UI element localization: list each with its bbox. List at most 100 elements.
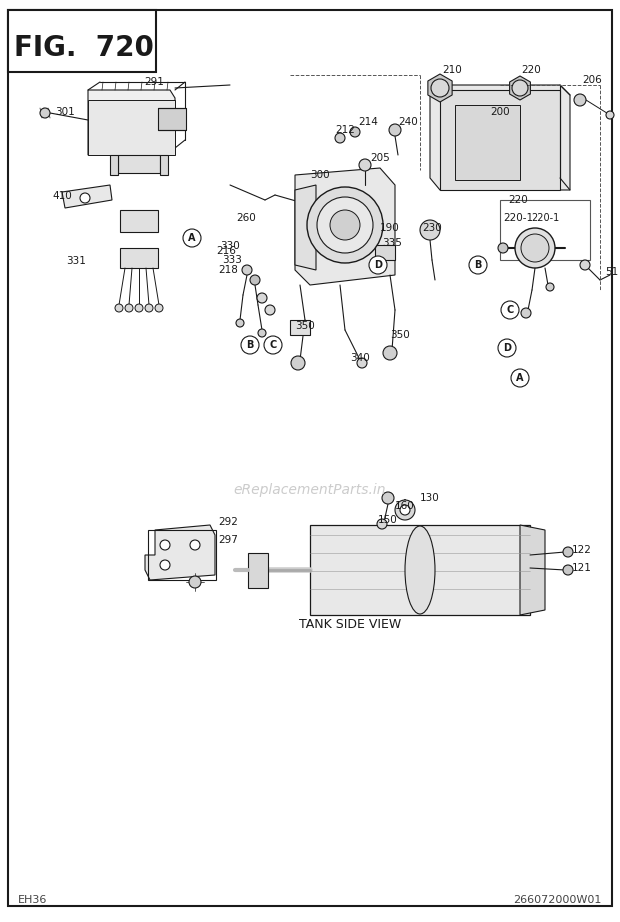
Circle shape xyxy=(359,159,371,171)
Text: 51: 51 xyxy=(605,267,618,277)
Polygon shape xyxy=(290,320,310,335)
Circle shape xyxy=(357,358,367,368)
Polygon shape xyxy=(62,185,112,208)
Text: 216: 216 xyxy=(216,246,236,256)
Circle shape xyxy=(400,505,410,515)
Text: 200: 200 xyxy=(490,107,510,117)
Text: D: D xyxy=(374,260,382,270)
Text: 122: 122 xyxy=(572,545,592,555)
Circle shape xyxy=(317,197,373,253)
Circle shape xyxy=(307,187,383,263)
Text: A: A xyxy=(516,373,524,383)
Text: 297: 297 xyxy=(218,535,238,545)
Text: 205: 205 xyxy=(370,153,390,163)
Ellipse shape xyxy=(296,525,324,615)
Circle shape xyxy=(574,94,586,106)
Ellipse shape xyxy=(405,526,435,614)
Bar xyxy=(440,90,560,190)
Circle shape xyxy=(377,519,387,529)
Text: A: A xyxy=(188,233,196,243)
Text: 291: 291 xyxy=(144,77,164,87)
Text: 335: 335 xyxy=(382,238,402,248)
Circle shape xyxy=(80,193,90,203)
Circle shape xyxy=(291,356,305,370)
Text: EH36: EH36 xyxy=(18,895,47,905)
Circle shape xyxy=(250,275,260,285)
Circle shape xyxy=(420,220,440,240)
Text: TANK SIDE VIEW: TANK SIDE VIEW xyxy=(299,619,401,632)
Circle shape xyxy=(189,576,201,588)
Bar xyxy=(88,100,175,155)
Ellipse shape xyxy=(515,525,545,615)
Text: 350: 350 xyxy=(390,330,410,340)
Text: 121: 121 xyxy=(572,563,592,573)
Circle shape xyxy=(563,547,573,557)
Text: 230: 230 xyxy=(422,223,441,233)
Text: 266072000W01: 266072000W01 xyxy=(513,895,602,905)
Bar xyxy=(248,553,268,588)
Circle shape xyxy=(498,339,516,357)
Polygon shape xyxy=(88,90,175,155)
Circle shape xyxy=(145,304,153,312)
Text: eReplacementParts.in: eReplacementParts.in xyxy=(234,483,386,497)
Circle shape xyxy=(395,500,415,520)
Circle shape xyxy=(160,560,170,570)
Text: FIG.  720: FIG. 720 xyxy=(14,34,154,62)
Text: 160: 160 xyxy=(395,501,415,511)
Text: C: C xyxy=(507,305,513,315)
Circle shape xyxy=(265,305,275,315)
Text: 218: 218 xyxy=(218,265,238,275)
Circle shape xyxy=(190,540,200,550)
Text: 333: 333 xyxy=(222,255,242,265)
Text: 212: 212 xyxy=(335,125,355,135)
Polygon shape xyxy=(520,525,545,615)
Circle shape xyxy=(431,79,449,97)
Text: 260: 260 xyxy=(236,213,255,223)
Circle shape xyxy=(563,565,573,575)
Circle shape xyxy=(242,265,252,275)
Bar xyxy=(118,155,160,173)
Text: 214: 214 xyxy=(358,117,378,127)
Circle shape xyxy=(521,234,549,262)
Text: 210: 210 xyxy=(442,65,462,75)
Text: D: D xyxy=(503,343,511,353)
Text: 300: 300 xyxy=(310,170,330,180)
Text: 301: 301 xyxy=(55,107,75,117)
Polygon shape xyxy=(510,76,530,100)
Circle shape xyxy=(580,260,590,270)
Circle shape xyxy=(125,304,133,312)
Circle shape xyxy=(241,336,259,354)
Polygon shape xyxy=(295,168,395,285)
Text: 150: 150 xyxy=(378,515,398,525)
Text: 206: 206 xyxy=(582,75,602,85)
Text: 410: 410 xyxy=(52,191,72,201)
Polygon shape xyxy=(430,85,570,190)
Text: 331: 331 xyxy=(66,256,86,266)
Polygon shape xyxy=(160,155,168,175)
Circle shape xyxy=(160,540,170,550)
Polygon shape xyxy=(375,245,395,260)
Circle shape xyxy=(389,124,401,136)
Circle shape xyxy=(511,369,529,387)
Circle shape xyxy=(606,111,614,119)
Bar xyxy=(158,108,186,130)
Circle shape xyxy=(515,228,555,268)
Circle shape xyxy=(501,301,519,319)
Text: 240: 240 xyxy=(398,117,418,127)
Polygon shape xyxy=(428,74,452,102)
Bar xyxy=(310,525,530,615)
Circle shape xyxy=(330,210,360,240)
Polygon shape xyxy=(145,525,215,580)
Circle shape xyxy=(236,319,244,327)
Circle shape xyxy=(155,304,163,312)
Circle shape xyxy=(498,243,508,253)
Text: B: B xyxy=(474,260,482,270)
Bar xyxy=(500,200,590,260)
Circle shape xyxy=(521,308,531,318)
Text: 330: 330 xyxy=(220,241,240,251)
Circle shape xyxy=(383,346,397,360)
Bar xyxy=(455,105,520,180)
Bar xyxy=(8,10,156,72)
Circle shape xyxy=(350,127,360,137)
Text: 350: 350 xyxy=(295,321,315,331)
